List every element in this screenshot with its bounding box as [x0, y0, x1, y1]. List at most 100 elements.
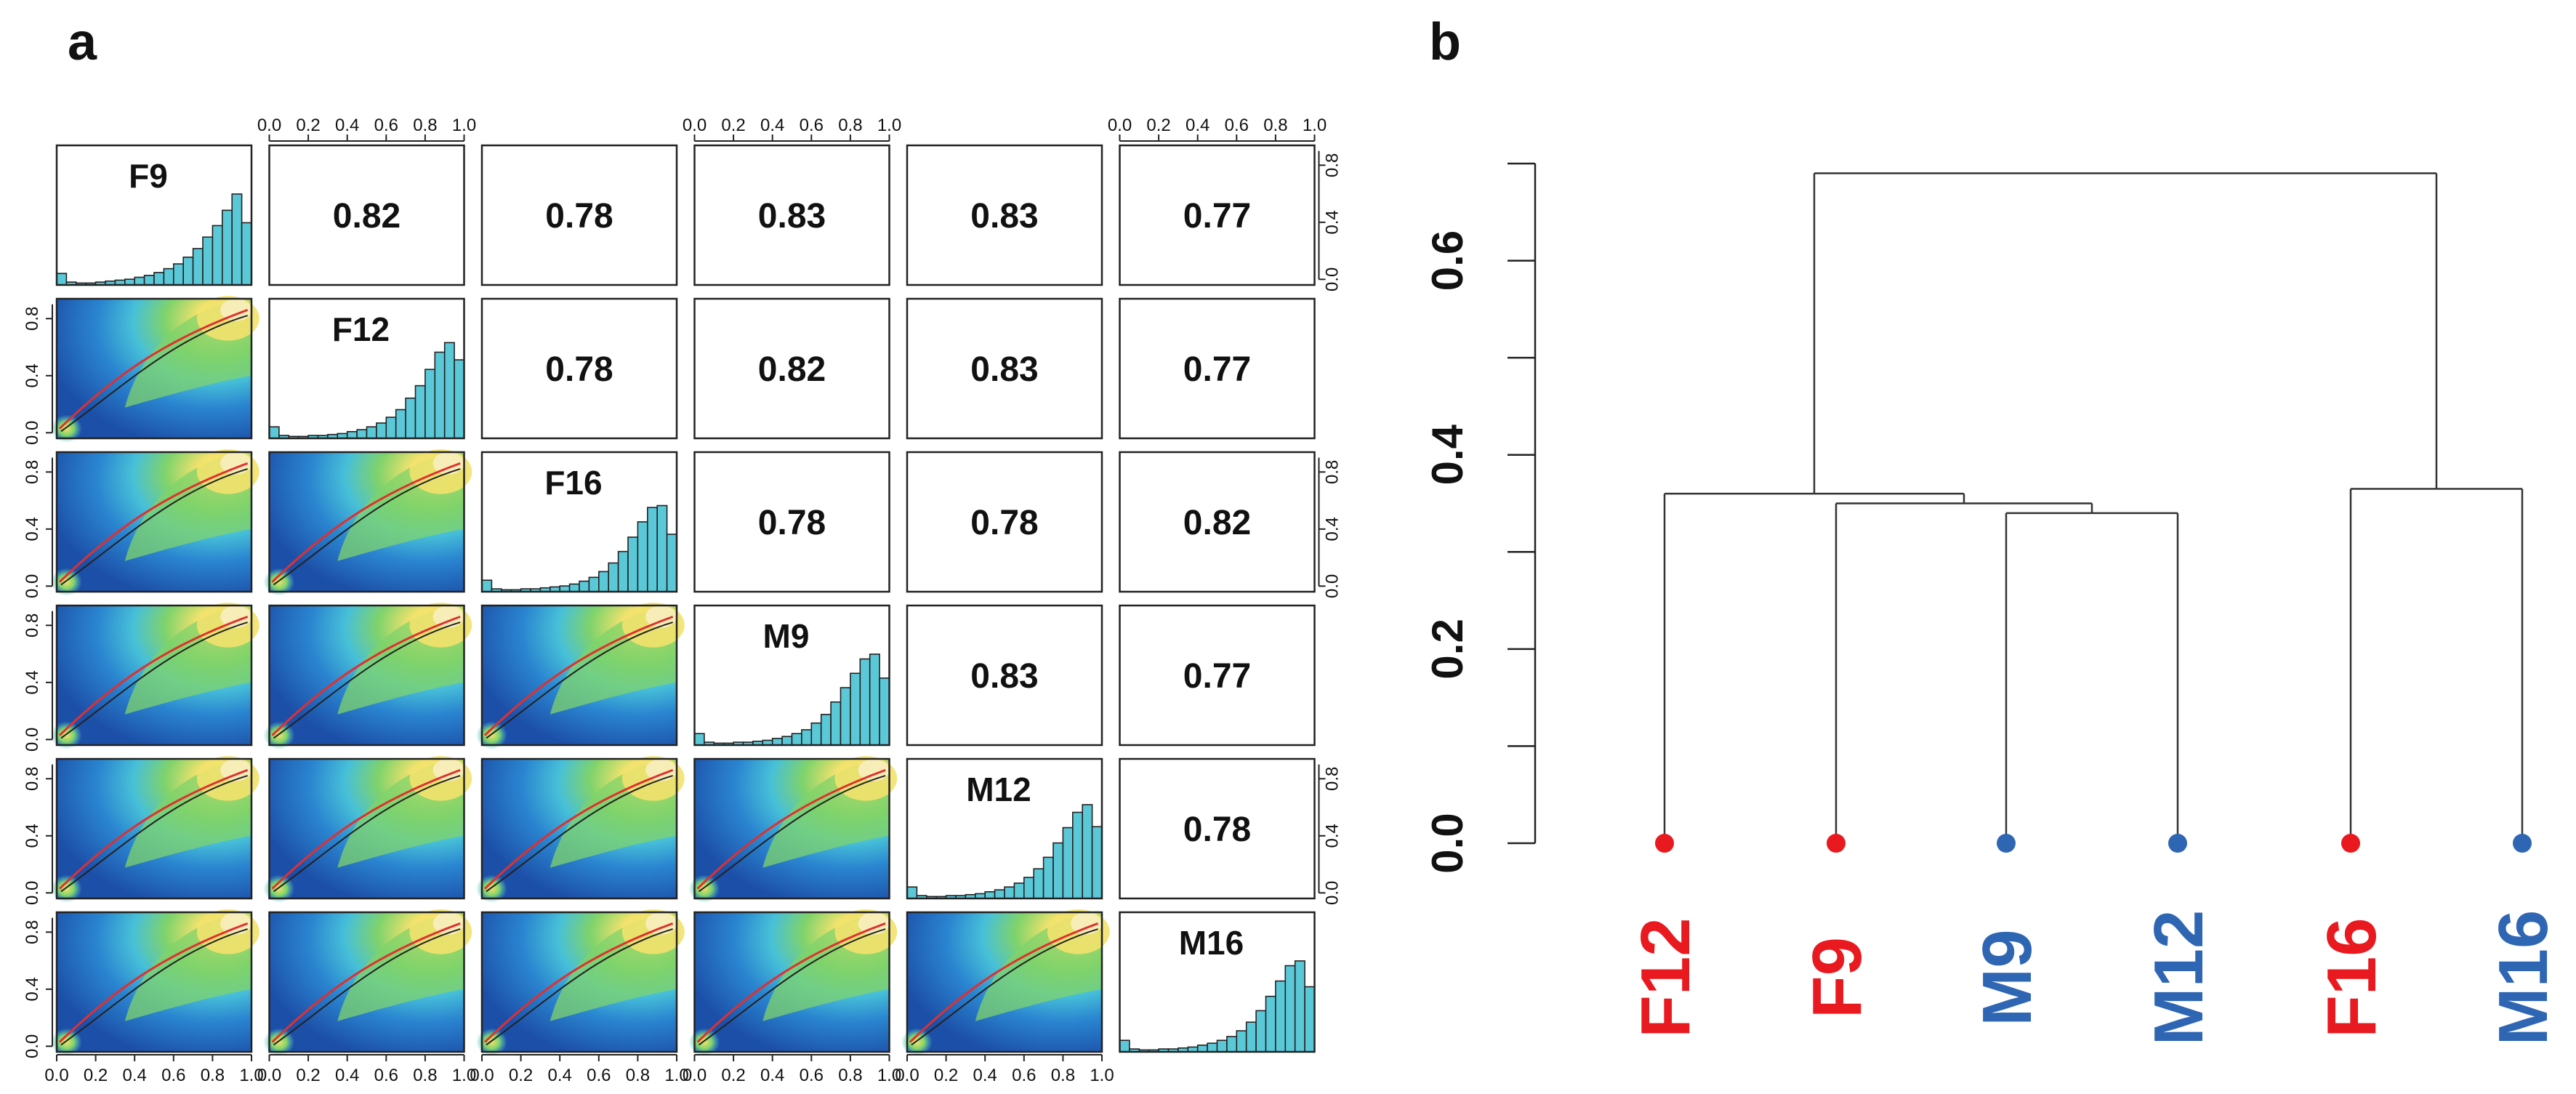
axis-tick-label: 0.4	[548, 1066, 572, 1085]
axis-tick-label: 1.0	[452, 116, 476, 135]
leaf-dot	[1827, 834, 1846, 853]
leaf-label: M9	[1968, 929, 2046, 1026]
histogram-bar	[1265, 995, 1276, 1053]
axis-tick-label: 0.0	[683, 1066, 707, 1085]
top-x-axis: 0.0 0.2 0.4 0.6 0.8 1.0	[1108, 116, 1327, 142]
leaf-dot	[1655, 834, 1674, 853]
dendrogram-leaf-M12: M12	[2140, 834, 2218, 1045]
dendrogram-leaf-F12: F12	[1627, 834, 1704, 1038]
histogram-bar	[231, 193, 243, 286]
axis-tick-label: 0.6	[1423, 230, 1472, 291]
axis-tick-label: 0.8	[1323, 153, 1343, 177]
correlation-value: 0.82	[758, 350, 826, 389]
histogram-bar	[395, 409, 406, 439]
axis-tick-label: 0.2	[721, 1066, 745, 1085]
axis-tick-label: 0.2	[1423, 619, 1472, 679]
histogram-bar	[579, 580, 590, 592]
sample-name-F16: F16	[544, 464, 602, 502]
histogram-bar	[1196, 1044, 1208, 1053]
axis-tick-label: 0.6	[374, 1066, 398, 1085]
cell-frame	[906, 144, 1103, 286]
dendrogram-leaf-F9: F9	[1798, 834, 1876, 1018]
bottom-x-axis: 0.0 0.2 0.4 0.6 0.8 1.0	[470, 1054, 689, 1085]
density-peak	[1071, 912, 1103, 935]
matrix-cell-M9-F12	[263, 603, 472, 749]
axis-tick-label: 0.8	[23, 460, 42, 484]
histogram-bar	[414, 385, 426, 439]
histogram-bar	[443, 342, 455, 439]
histogram-bar	[1004, 886, 1015, 899]
axis-tick-label: 0.0	[1423, 813, 1472, 873]
correlation-value: 0.83	[970, 350, 1038, 389]
histogram-bar	[646, 507, 658, 592]
sample-name-F12: F12	[332, 310, 390, 348]
matrix-cell-M9-M12: 0.83	[906, 604, 1103, 747]
correlation-value: 0.83	[970, 197, 1038, 236]
dendrogram-links	[1663, 172, 2524, 843]
cell-frame	[1119, 451, 1316, 593]
histogram-bar	[1226, 1036, 1238, 1053]
leaf-label: M12	[2140, 910, 2218, 1046]
axis-tick-label: 0.0	[1108, 116, 1132, 135]
histogram-bar	[153, 272, 165, 286]
density-peak	[432, 606, 464, 628]
histogram-bar	[617, 550, 629, 592]
sample-name-M9: M9	[763, 617, 810, 655]
axis-tick-label: 0.6	[1225, 116, 1249, 135]
loess-fit-line	[271, 768, 461, 890]
loess-fit-line	[271, 462, 461, 583]
correlation-value: 0.82	[1183, 504, 1251, 542]
loess-fit-line	[58, 615, 249, 736]
matrix-cell-F9-F9: F9	[55, 144, 253, 286]
correlation-value: 0.78	[970, 504, 1038, 542]
axis-tick-label: 0.6	[161, 1066, 185, 1085]
matrix-cell-F16-F9	[50, 449, 259, 596]
axis-tick-label: 0.4	[123, 1066, 147, 1085]
histogram-bar	[810, 722, 822, 746]
histogram-bar	[1072, 811, 1084, 899]
histogram-bar	[385, 417, 397, 439]
leaf-dot	[1997, 834, 2016, 853]
loess-fit-line	[483, 922, 674, 1043]
matrix-cell-F12-F9	[50, 296, 259, 443]
histogram-bar	[143, 275, 155, 286]
histogram-bar	[366, 426, 377, 439]
axis-tick-label: 0.8	[201, 1066, 225, 1085]
trend-line	[273, 928, 461, 1046]
axis-tick-label: 0.2	[296, 116, 320, 135]
cell-frame	[268, 911, 465, 1053]
bottom-x-axis: 0.0 0.2 0.4 0.6 0.8 1.0	[257, 1054, 476, 1085]
histogram-bar	[1275, 980, 1287, 1053]
histogram-bar	[1236, 1030, 1247, 1053]
loess-fit-line	[696, 768, 886, 890]
trend-line	[60, 928, 248, 1046]
density-peak	[220, 759, 251, 781]
cell-frame	[480, 144, 678, 286]
axis-tick-label: 0.8	[838, 1066, 862, 1085]
histogram-bar	[627, 536, 639, 592]
axis-tick-label: 0.0	[1323, 268, 1343, 291]
cell-frame	[1119, 144, 1316, 286]
loess-fit-line	[58, 462, 249, 583]
trend-line	[273, 622, 461, 739]
left-y-axis: 0.0 0.4 0.8	[23, 304, 53, 445]
histogram-bar	[173, 263, 185, 286]
matrix-cell-F9-M12: 0.83	[906, 144, 1103, 286]
axis-tick-label: 0.4	[23, 363, 42, 387]
axis-tick-label: 0.0	[683, 116, 707, 135]
correlation-value: 0.78	[1183, 811, 1251, 849]
histogram-bar	[1042, 856, 1054, 899]
histogram-bar	[859, 658, 871, 746]
sample-name-M16: M16	[1179, 924, 1244, 962]
loess-fit-line	[58, 922, 249, 1043]
axis-tick-label: 0.2	[509, 1066, 533, 1085]
histogram-bar	[906, 886, 918, 899]
matrix-cell-F12-M12: 0.83	[906, 297, 1103, 440]
histogram-bar	[434, 351, 446, 439]
axis-tick-label: 0.8	[413, 1066, 437, 1085]
axis-tick-label: 0.0	[23, 728, 42, 752]
histogram-bar	[1013, 882, 1025, 899]
histogram-bar	[879, 677, 890, 746]
dendrogram-leaf-M16: M16	[2484, 834, 2562, 1045]
